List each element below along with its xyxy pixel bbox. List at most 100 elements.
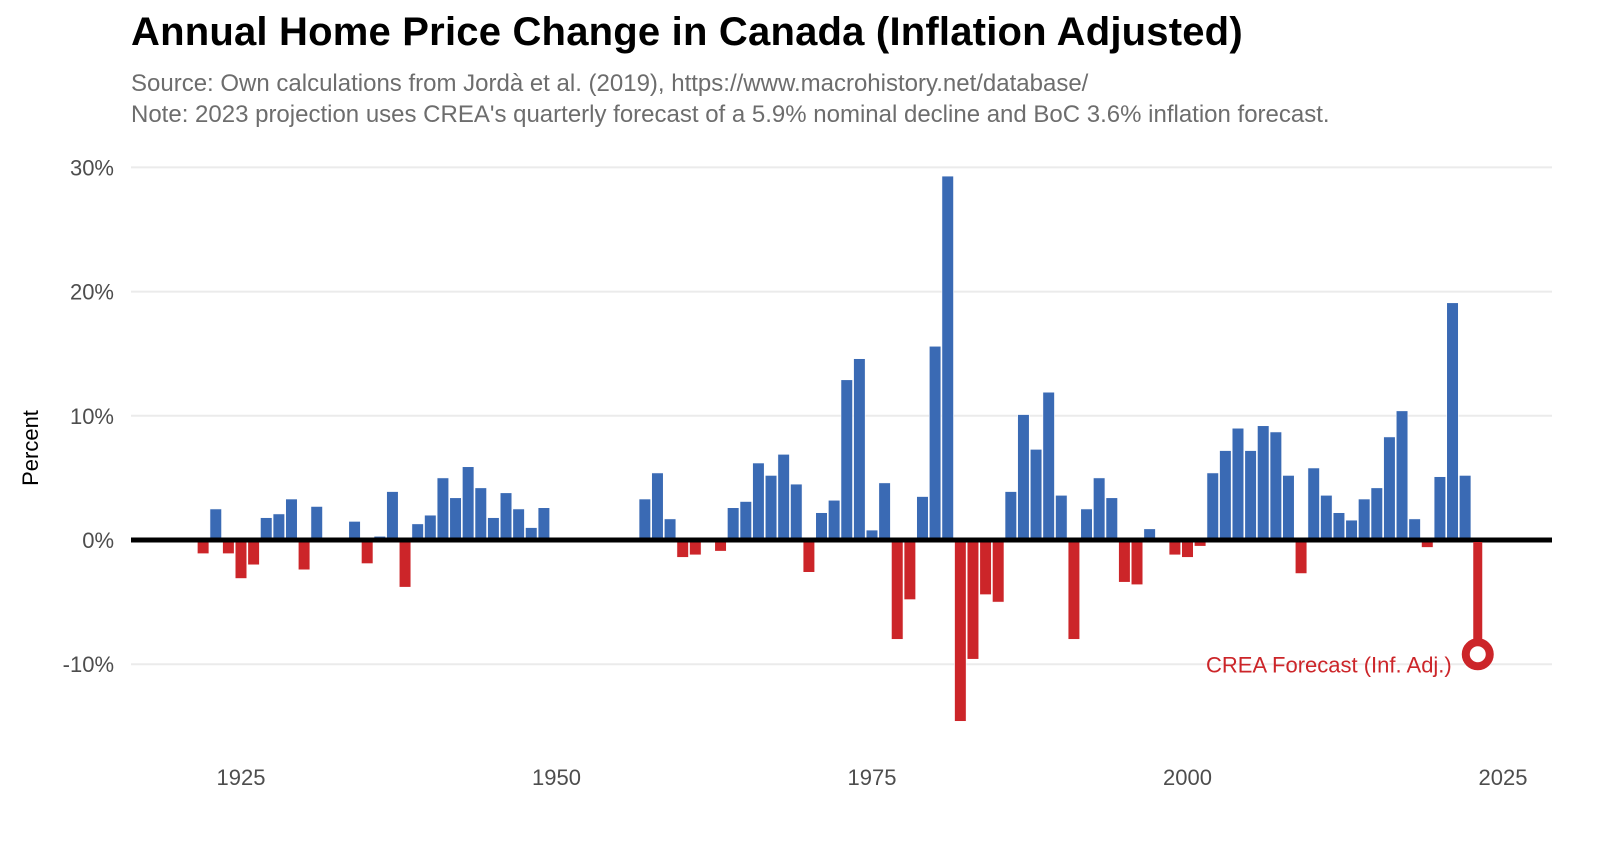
- bar-positive: [348, 521, 361, 541]
- y-tick-label: 20%: [70, 280, 114, 305]
- bar-negative: [297, 539, 311, 571]
- bar-positive: [424, 514, 437, 541]
- bar-negative: [966, 539, 980, 660]
- bar-negative: [802, 539, 815, 573]
- chart-source-note: Source: Own calculations from Jordà et a…: [131, 70, 1089, 97]
- x-tick-label: 1925: [217, 765, 266, 790]
- bar-negative: [361, 539, 374, 564]
- bar-positive: [512, 508, 525, 541]
- bar-positive: [1370, 487, 1383, 541]
- bar-positive: [436, 477, 450, 541]
- bar-positive: [739, 501, 752, 541]
- x-tick-label: 1950: [532, 765, 581, 790]
- bar-positive: [1105, 497, 1118, 541]
- y-axis-ticks: -10% 0% 10% 20% 30%: [63, 155, 114, 677]
- bar-positive: [1017, 414, 1030, 541]
- bar-positive: [815, 512, 828, 541]
- bar-positive: [499, 492, 513, 541]
- bar-positive: [1433, 476, 1446, 541]
- y-tick-label: 0%: [82, 528, 114, 553]
- bar-negative: [1130, 539, 1144, 586]
- bar-positive: [1408, 518, 1421, 541]
- bar-positive: [1383, 436, 1396, 541]
- bar-positive: [727, 507, 740, 541]
- bar-negative: [676, 539, 689, 558]
- bar-negative: [954, 539, 967, 722]
- gridlines: [131, 166, 1552, 666]
- x-axis-ticks: 1925 1950 1975 2000 2025: [217, 765, 1528, 790]
- bar-positive: [1459, 475, 1472, 541]
- bar-positive: [1358, 498, 1371, 541]
- bar-positive: [1269, 431, 1282, 541]
- chart-projection-note: Note: 2023 projection uses CREA's quarte…: [131, 101, 1330, 128]
- bar-positive: [1055, 494, 1068, 541]
- bar-negative: [1118, 539, 1131, 583]
- bar-positive: [1446, 302, 1459, 541]
- bar-positive: [1244, 450, 1257, 541]
- bar-positive: [1395, 410, 1409, 541]
- forecast-annotation: CREA Forecast (Inf. Adj.): [1206, 652, 1452, 677]
- bar-positive: [1219, 450, 1232, 541]
- y-axis-label: Percent: [18, 410, 43, 486]
- chart-title: Annual Home Price Change in Canada (Infl…: [131, 10, 1243, 54]
- bar-negative: [979, 539, 992, 595]
- bar-negative: [234, 539, 248, 579]
- bar-positive: [209, 508, 222, 541]
- bar-positive: [1320, 494, 1333, 541]
- bar-positive: [1282, 475, 1295, 541]
- bar-positive: [310, 506, 323, 541]
- bar-positive: [928, 345, 942, 541]
- bar-positive: [764, 475, 778, 541]
- bar-negative: [891, 539, 904, 640]
- bar-positive: [941, 175, 954, 541]
- bar-positive: [462, 466, 475, 541]
- x-tick-label: 2000: [1163, 765, 1212, 790]
- bar-positive: [840, 379, 853, 541]
- bar-positive: [1206, 472, 1219, 541]
- y-tick-label: 10%: [70, 404, 114, 429]
- bar-positive: [777, 454, 790, 541]
- bar-positive: [853, 358, 866, 541]
- bar-positive: [828, 499, 841, 541]
- bar-positive: [1345, 519, 1358, 541]
- bar-positive: [1029, 449, 1043, 541]
- bar-positive: [487, 517, 500, 541]
- bars: [197, 175, 1472, 722]
- bar-positive: [878, 482, 891, 541]
- bar-positive: [1004, 491, 1017, 541]
- bar-positive: [1231, 427, 1245, 541]
- bar-negative: [1067, 539, 1081, 640]
- bar-positive: [386, 491, 399, 541]
- bar-positive: [285, 498, 298, 541]
- bar-positive: [651, 472, 664, 541]
- y-tick-label: 30%: [70, 155, 114, 180]
- forecast-lollipop: CREA Forecast (Inf. Adj.): [1206, 542, 1494, 677]
- bar-positive: [916, 496, 929, 541]
- bar-positive: [1307, 467, 1320, 541]
- bar-positive: [272, 513, 285, 541]
- bar-positive: [449, 497, 462, 541]
- bar-positive: [1257, 425, 1270, 541]
- bar-positive: [1332, 512, 1346, 541]
- forecast-point: [1461, 638, 1494, 671]
- bar-negative: [1294, 539, 1308, 574]
- bar-positive: [1080, 508, 1093, 541]
- bar-positive: [663, 518, 677, 541]
- bar-negative: [398, 539, 412, 588]
- bar-positive: [537, 507, 550, 541]
- bar-positive: [638, 498, 651, 541]
- bar-positive: [790, 483, 803, 541]
- bar-positive: [1093, 477, 1106, 541]
- bar-negative: [247, 539, 260, 566]
- bar-negative: [903, 539, 916, 600]
- bar-positive: [260, 517, 273, 541]
- y-tick-label: -10%: [63, 652, 114, 677]
- x-tick-label: 1975: [848, 765, 897, 790]
- bar-negative: [992, 539, 1005, 603]
- bar-positive: [474, 487, 487, 541]
- bar-positive: [752, 462, 765, 541]
- bar-negative: [1181, 539, 1194, 558]
- bar-positive: [1042, 391, 1055, 541]
- x-tick-label: 2025: [1479, 765, 1528, 790]
